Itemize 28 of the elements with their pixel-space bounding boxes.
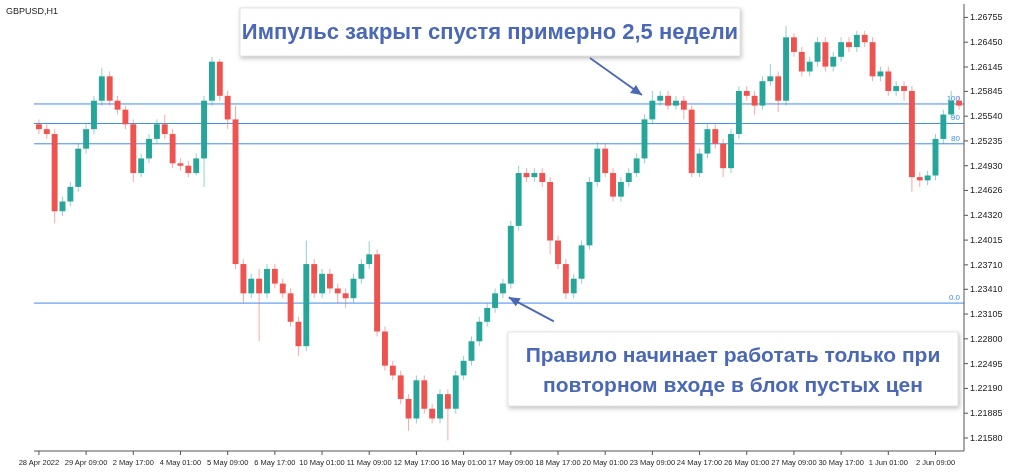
y-tick-label: 1.26755 (970, 12, 1003, 23)
y-tick-label: 1.21580 (970, 432, 1003, 443)
y-tick-label: 1.21885 (970, 408, 1003, 419)
y-tick-label: 1.25540 (970, 111, 1003, 122)
y-tick-label: 1.23410 (970, 284, 1003, 295)
y-tick-label: 1.23105 (970, 308, 1003, 319)
annotation: Импульс закрыт спустя примерно 2,5 недели (241, 19, 739, 44)
candlestick (673, 95, 679, 111)
candlestick (35, 118, 42, 135)
annotation: 100 (946, 93, 961, 103)
y-tick-label: 1.23710 (970, 259, 1003, 270)
y-tick-label: 1.25235 (970, 135, 1003, 146)
annotation: 0.0 (948, 293, 961, 303)
y-tick-label: 1.26145 (970, 61, 1003, 72)
y-tick-label: 1.24930 (970, 160, 1003, 171)
chart-title: GBPUSD,H1 (6, 6, 59, 16)
annotation: Правило начинает работать только при повторном входе в блок пустых цен (525, 343, 941, 396)
annotation: 80 (951, 133, 961, 143)
annotation: 90 (951, 113, 961, 123)
y-tick-label: 1.22800 (970, 333, 1003, 344)
y-tick-label: 1.22190 (970, 383, 1003, 394)
y-tick-label: 1.24320 (970, 210, 1003, 221)
y-tick-label: 1.26450 (970, 37, 1003, 48)
y-tick-label: 1.24626 (970, 185, 1003, 196)
y-tick-label: 1.24015 (970, 234, 1003, 245)
y-tick-label: 1.25845 (970, 86, 1003, 97)
candlestick (846, 36, 852, 53)
y-tick-label: 1.22495 (970, 358, 1003, 369)
